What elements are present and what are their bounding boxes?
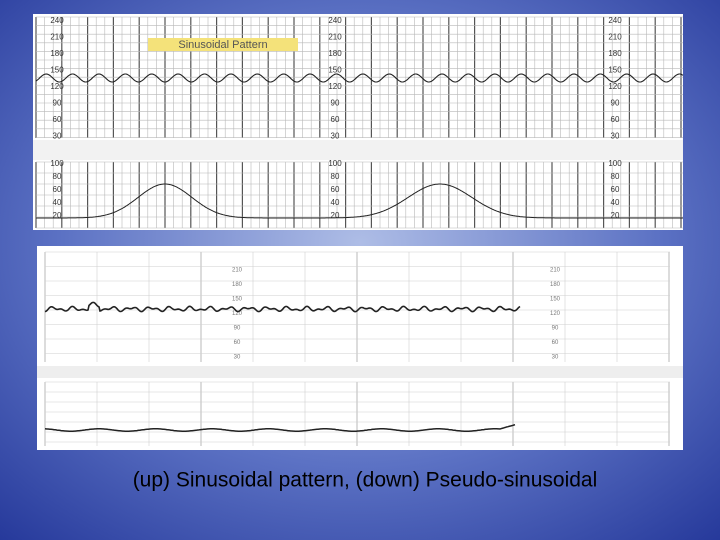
fhr-scale-label: 150	[608, 66, 622, 75]
fhr-scale-label: 180	[608, 49, 622, 58]
fhr-scale-label: 180	[232, 282, 243, 288]
fhr-scale-label: 210	[232, 268, 243, 274]
fhr-scale-label: 60	[234, 340, 241, 346]
uc-scale-label: 20	[53, 211, 62, 220]
trace-title: Sinusoidal Pattern	[178, 39, 267, 51]
strip-gap	[37, 366, 683, 378]
fhr-scale-label: 150	[550, 297, 561, 303]
uc-scale-label: 20	[331, 211, 340, 220]
fhr-scale-label: 240	[50, 16, 64, 25]
fhr-scale-label: 90	[53, 99, 62, 108]
fhr-scale-label: 240	[328, 16, 342, 25]
fhr-scale-label: 90	[611, 99, 620, 108]
uc-scale-label: 80	[53, 172, 62, 181]
fhr-scale-label: 120	[550, 311, 561, 317]
uc-scale-label: 100	[608, 159, 622, 168]
fhr-scale-label: 60	[552, 340, 559, 346]
fhr-scale-label: 120	[50, 82, 64, 91]
fhr-scale-label: 30	[53, 132, 62, 141]
fhr-scale-label: 120	[232, 311, 243, 317]
uc-scale-label: 80	[331, 172, 340, 181]
strip-gap	[33, 140, 683, 160]
fhr-scale-label: 30	[611, 132, 620, 141]
sinusoidal-trace-image: 240 210 180 150 120 90 60 30 100 80 60 40 20 240 210 18…	[33, 14, 684, 230]
uc-scale-label: 80	[611, 172, 620, 181]
fhr-scale-label: 120	[328, 82, 342, 91]
uc-scale-label: 60	[331, 185, 340, 194]
caption: (up) Sinusoidal pattern, (down) Pseudo-s…	[133, 469, 598, 492]
title-highlight	[148, 38, 298, 51]
fhr-scale-label: 210	[50, 33, 64, 42]
fhr-scale-label: 30	[331, 132, 340, 141]
fhr-scale-label: 180	[50, 49, 64, 58]
uc-scale-label: 100	[50, 159, 64, 168]
fhr-scale-label: 90	[331, 99, 340, 108]
fhr-scale-label: 30	[552, 355, 559, 361]
uc-scale-label: 40	[611, 198, 620, 207]
uc-scale-label: 20	[611, 211, 620, 220]
pseudo-sinusoidal-trace-image: 210 180 150 120 90 60 30 210 180 150 120 90 60 30	[37, 246, 683, 450]
fhr-scale-label: 210	[608, 33, 622, 42]
fhr-scale-label: 150	[50, 66, 64, 75]
uc-scale-label: 40	[331, 198, 340, 207]
fhr-scale-label: 180	[550, 282, 561, 288]
uc-trace	[44, 423, 516, 432]
uc-scale-label: 100	[328, 159, 342, 168]
fhr-scale-label: 60	[53, 115, 62, 124]
fhr-scale-label: 60	[331, 115, 340, 124]
image-frame	[33, 14, 683, 230]
fhr-trace	[44, 301, 521, 313]
fhr-scale-label: 150	[328, 66, 342, 75]
fhr-scale-label: 90	[234, 326, 241, 332]
fhr-scale-label: 240	[608, 16, 622, 25]
uc-scale-label: 60	[53, 185, 62, 194]
image-frame	[37, 246, 683, 450]
fhr-scale-label: 30	[234, 355, 241, 361]
fhr-scale-label: 180	[328, 49, 342, 58]
fhr-scale-label: 210	[550, 268, 561, 274]
fhr-scale-label: 60	[611, 115, 620, 124]
fhr-scale-label: 90	[552, 326, 559, 332]
uc-scale-label: 40	[53, 198, 62, 207]
uc-trace	[36, 183, 683, 219]
fhr-scale-label: 150	[232, 297, 243, 303]
fhr-trace	[35, 73, 684, 83]
fhr-scale-label: 210	[328, 33, 342, 42]
uc-scale-label: 60	[611, 185, 620, 194]
fhr-scale-label: 120	[608, 82, 622, 91]
